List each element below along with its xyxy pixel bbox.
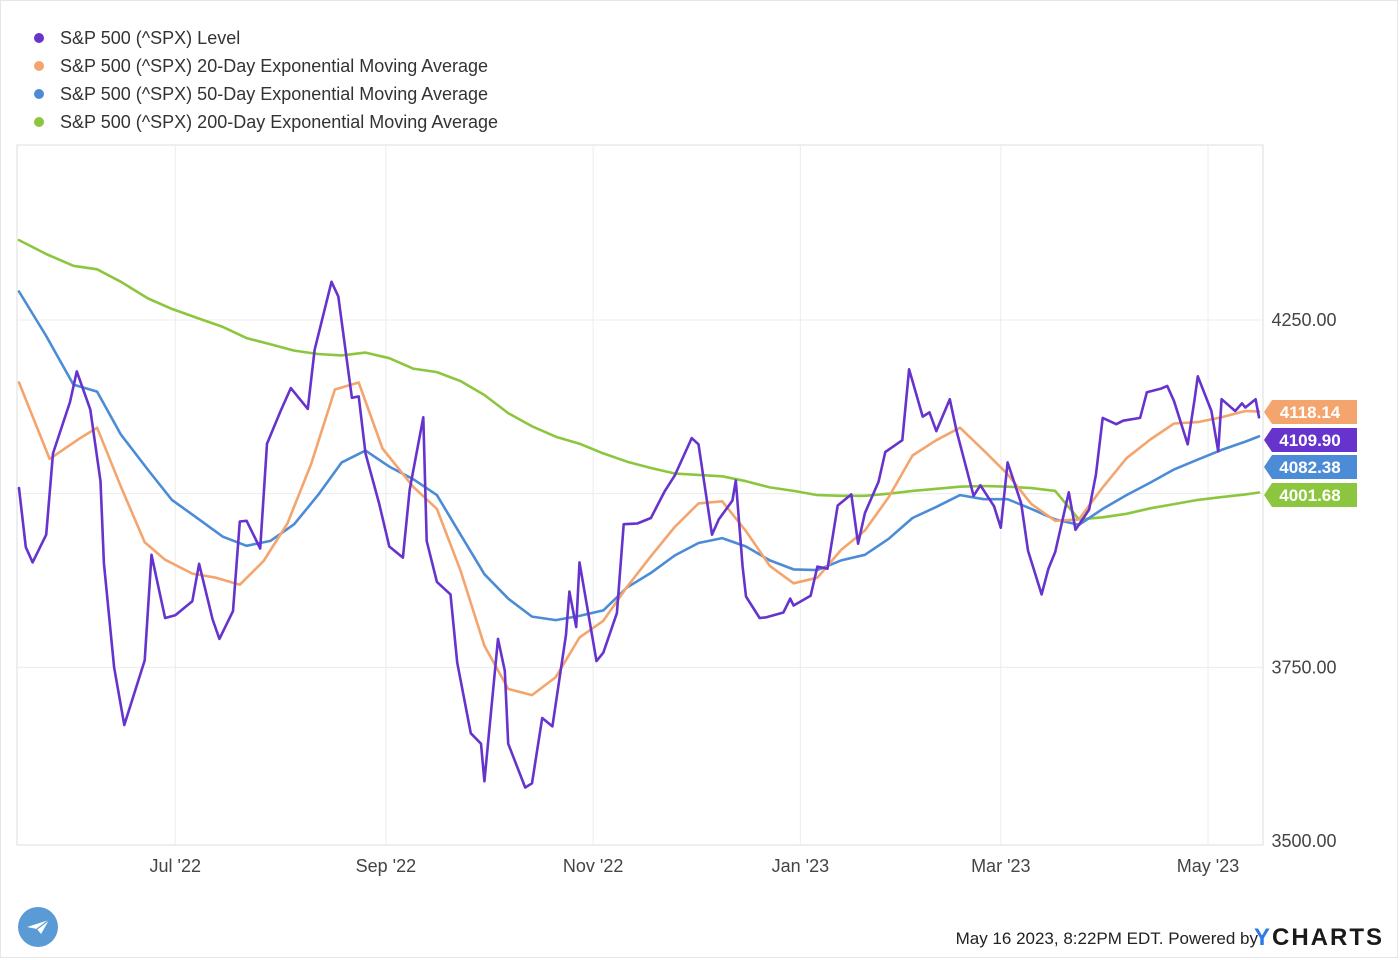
badge-value: 4001.68 <box>1279 486 1340 505</box>
badge-value: 4109.90 <box>1279 431 1340 450</box>
badge-shape <box>1264 400 1357 424</box>
legend-marker <box>34 33 44 43</box>
grid-lines <box>16 144 1264 846</box>
y-tick-label: 3750.00 <box>1271 657 1336 677</box>
end-value-badge-s-p-500-spx-50-day-exponential-moving-average: 4082.38 <box>1264 455 1357 479</box>
series-lines <box>17 238 1261 789</box>
badge-shape <box>1264 483 1357 507</box>
x-tick-label: May '23 <box>1177 856 1239 876</box>
chart-legend: S&P 500 (^SPX) Level S&P 500 (^SPX) 20-Da… <box>34 24 498 136</box>
end-value-badges: 4118.14 4109.90 4082.38 4001.68 <box>1264 400 1357 507</box>
legend-marker <box>34 61 44 71</box>
paper-plane-icon <box>27 919 50 934</box>
legend-marker <box>34 89 44 99</box>
legend-label: S&P 500 (^SPX) 50-Day Exponential Moving… <box>60 83 489 104</box>
plot-area-border <box>16 144 1264 846</box>
badge-value: 4118.14 <box>1280 403 1341 422</box>
badge-shape <box>1264 428 1357 452</box>
end-value-badge-s-p-500-spx-20-day-exponential-moving-average: 4118.14 <box>1264 400 1357 424</box>
x-tick-label: Nov '22 <box>563 856 623 876</box>
line-chart: Jul '22 Sep '22 Nov '22 Jan '23 Mar '23 May '… <box>16 144 1357 876</box>
legend-label: S&P 500 (^SPX) 20-Day Exponential Moving… <box>60 55 489 76</box>
x-tick-label: Jan '23 <box>772 856 829 876</box>
y-tick-label: 3500.00 <box>1271 831 1336 851</box>
badge-value: 4082.38 <box>1279 458 1340 477</box>
ycharts-logo-text: CHARTS <box>1272 924 1384 951</box>
legend-item-s-p-500-spx-level[interactable]: S&P 500 (^SPX) Level <box>34 24 498 52</box>
legend-item-s-p-500-spx-20-day-exponential-moving-average[interactable]: S&P 500 (^SPX) 20-Day Exponential Moving… <box>34 52 498 80</box>
x-tick-label: Sep '22 <box>356 856 417 876</box>
end-value-badge-s-p-500-spx-200-day-exponential-moving-average: 4001.68 <box>1264 483 1357 507</box>
footer-timestamp: May 16 2023, 8:22PM EDT. Powered by <box>956 929 1258 949</box>
legend-label: S&P 500 (^SPX) 200-Day Exponential Movin… <box>60 111 499 132</box>
timestamp-text: May 16 2023, 8:22PM EDT. <box>955 929 1164 948</box>
legend-marker <box>34 117 44 127</box>
ycharts-logo-y: Y <box>1253 924 1272 951</box>
series-line-s-p-500-spx-20-day-exponential-moving-average <box>17 381 1261 697</box>
y-tick-label: 4250.00 <box>1271 310 1336 330</box>
ycharts-logo[interactable]: YCHARTS <box>1254 924 1384 952</box>
badge-shape <box>1264 455 1357 479</box>
share-button[interactable] <box>18 907 58 947</box>
axis-labels: Jul '22 Sep '22 Nov '22 Jan '23 Mar '23 May '… <box>150 310 1337 876</box>
legend-item-s-p-500-spx-50-day-exponential-moving-average[interactable]: S&P 500 (^SPX) 50-Day Exponential Moving… <box>34 80 498 108</box>
legend-item-s-p-500-spx-200-day-exponential-moving-average[interactable]: S&P 500 (^SPX) 200-Day Exponential Movin… <box>34 108 498 136</box>
end-value-badge-s-p-500-spx-level: 4109.90 <box>1264 428 1357 452</box>
x-tick-label: Mar '23 <box>971 856 1030 876</box>
legend-label: S&P 500 (^SPX) Level <box>60 27 241 48</box>
powered-by-text: Powered by <box>1168 929 1258 948</box>
series-line-s-p-500-spx-level <box>17 280 1261 789</box>
series-line-s-p-500-spx-200-day-exponential-moving-average <box>17 238 1261 521</box>
x-tick-label: Jul '22 <box>150 856 201 876</box>
